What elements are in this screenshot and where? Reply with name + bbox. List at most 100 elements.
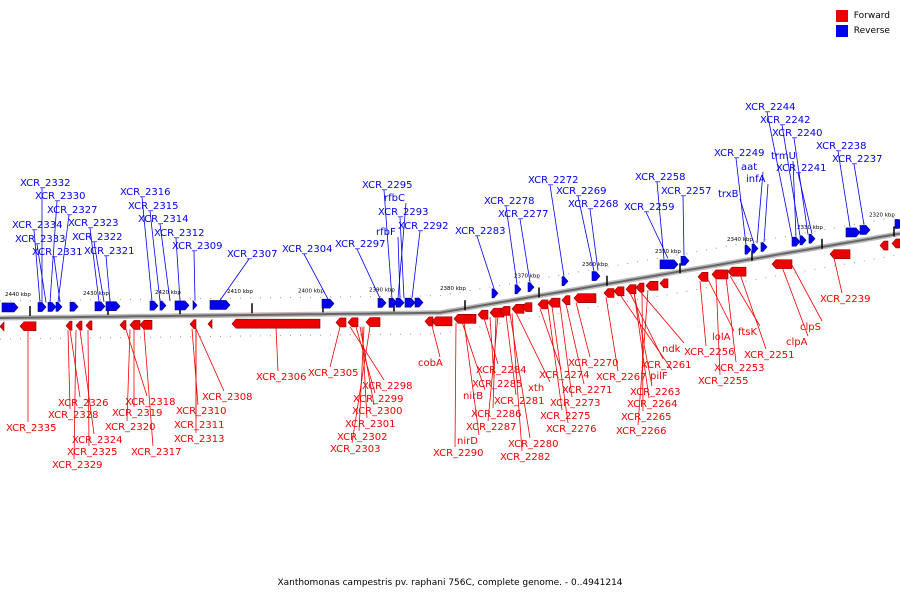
forward-gene-15 xyxy=(431,316,453,327)
reverse-gene-label: XCR_2277 xyxy=(498,209,549,220)
forward-swatch xyxy=(835,9,848,22)
reverse-gene-label: XCR_2295 xyxy=(362,180,413,191)
forward-gene-9 xyxy=(207,318,213,330)
legend-forward-label: Forward xyxy=(853,10,890,21)
scale-dotted-upper xyxy=(0,216,900,302)
reverse-gene-label: XCR_2327 xyxy=(47,205,98,216)
reverse-gene-label: aat xyxy=(741,162,757,173)
forward-gene-label: XCR_2280 xyxy=(508,439,559,450)
forward-leader xyxy=(515,312,551,383)
reverse-leader xyxy=(383,189,393,299)
reverse-gene-label: trmU xyxy=(771,151,796,162)
forward-leader xyxy=(505,314,517,396)
reverse-leader xyxy=(93,241,105,302)
reverse-gene-19 xyxy=(514,284,522,295)
forward-gene-label: XCR_2285 xyxy=(472,379,523,390)
reverse-gene-1 xyxy=(37,302,47,312)
forward-leader xyxy=(349,326,385,381)
forward-gene-21 xyxy=(521,302,533,312)
reverse-gene-4 xyxy=(69,301,79,312)
reverse-leader xyxy=(105,255,111,302)
reverse-leader xyxy=(645,211,669,259)
reverse-gene-label: XCR_2293 xyxy=(378,207,429,218)
forward-gene-label: XCR_2267 xyxy=(596,372,647,383)
reverse-leader xyxy=(766,111,793,238)
reverse-gene-28 xyxy=(791,236,801,247)
reverse-leader xyxy=(399,216,405,299)
reverse-gene-label: XCR_2240 xyxy=(772,128,823,139)
forward-gene-20 xyxy=(511,304,525,314)
forward-gene-label: XCR_2274 xyxy=(539,370,590,381)
forward-gene-27 xyxy=(613,286,625,297)
forward-gene-6 xyxy=(129,320,141,330)
backbone-line xyxy=(0,232,900,319)
forward-leader xyxy=(454,322,457,448)
forward-leader xyxy=(143,329,154,447)
forward-gene-label: XCR_2317 xyxy=(131,447,182,458)
forward-leader xyxy=(79,329,95,435)
forward-gene-11 xyxy=(335,317,347,328)
forward-gene-label: XCR_2266 xyxy=(616,426,667,437)
forward-leader xyxy=(725,276,737,363)
reverse-gene-8 xyxy=(159,300,167,311)
forward-gene-label: lolA xyxy=(712,332,731,343)
forward-leader xyxy=(639,291,685,344)
forward-gene-label: XCR_2281 xyxy=(494,396,545,407)
forward-leader xyxy=(551,306,569,424)
forward-leader xyxy=(707,279,735,332)
forward-gene-label: XCR_2271 xyxy=(562,385,613,396)
forward-leader xyxy=(358,326,365,432)
scale-tick-label: 2410 kbp xyxy=(227,289,253,295)
forward-gene-label: XCR_2256 xyxy=(684,347,735,358)
reverse-gene-10 xyxy=(192,299,198,311)
reverse-leader xyxy=(549,184,565,277)
reverse-gene-label: XCR_2241 xyxy=(776,163,827,174)
forward-gene-label: XCR_2282 xyxy=(500,452,551,463)
forward-gene-label: XCR_2275 xyxy=(540,411,591,422)
forward-gene-label: XCR_2302 xyxy=(337,432,388,443)
reverse-gene-label: XCR_2269 xyxy=(556,186,607,197)
forward-leader xyxy=(487,315,499,422)
forward-gene-label: XCR_2328 xyxy=(48,410,99,421)
reverse-gene-32 xyxy=(859,225,871,235)
forward-gene-29 xyxy=(635,282,645,293)
forward-leader xyxy=(275,327,279,372)
forward-gene-label: ndk xyxy=(662,344,681,355)
forward-leader xyxy=(361,326,368,419)
forward-gene-31 xyxy=(659,278,669,289)
forward-leader xyxy=(355,326,376,394)
reverse-gene-0 xyxy=(1,302,19,313)
forward-gene-label: XCR_2251 xyxy=(744,350,795,361)
reverse-leader xyxy=(792,160,797,237)
reverse-leader xyxy=(175,237,181,301)
forward-gene-38 xyxy=(891,238,900,249)
reverse-leader xyxy=(837,150,851,228)
reverse-gene-label: XCR_2321 xyxy=(84,246,135,257)
reverse-leader xyxy=(33,229,41,303)
forward-gene-label: XCR_2284 xyxy=(476,365,527,376)
forward-gene-label: XCR_2239 xyxy=(820,294,871,305)
forward-gene-label: XCR_2298 xyxy=(362,381,413,392)
reverse-gene-13 xyxy=(377,298,387,308)
reverse-gene-label: XCR_2331 xyxy=(32,247,83,258)
reverse-gene-label: XCR_2272 xyxy=(528,175,579,186)
forward-gene-label: XCR_2300 xyxy=(352,406,403,417)
forward-leader xyxy=(431,325,441,358)
reverse-gene-label: XCR_2237 xyxy=(832,154,883,165)
reverse-leader xyxy=(411,230,421,299)
forward-leader xyxy=(492,316,497,409)
reverse-leader xyxy=(577,195,595,272)
forward-leader xyxy=(633,292,653,387)
reverse-leader xyxy=(797,172,813,234)
reverse-gene-label: XCR_2304 xyxy=(282,244,333,255)
legend-reverse-label: Reverse xyxy=(853,25,890,36)
forward-gene-24 xyxy=(561,295,571,306)
forward-gene-label: XCR_2318 xyxy=(125,397,176,408)
forward-leader xyxy=(539,308,562,370)
forward-gene-4 xyxy=(85,320,93,331)
forward-leader xyxy=(791,264,823,322)
reverse-gene-label: rfbF xyxy=(376,227,396,238)
reverse-gene-24 xyxy=(680,255,690,266)
reverse-swatch xyxy=(835,24,848,37)
reverse-gene-7 xyxy=(149,300,159,311)
